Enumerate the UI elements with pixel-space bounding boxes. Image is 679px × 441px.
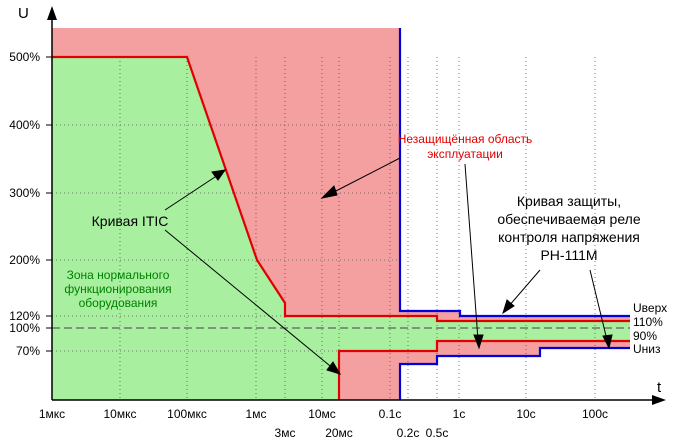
pct-110-label: 110% (633, 315, 663, 329)
x-tick-1мс: 1мс (246, 407, 267, 421)
relay-curve-label-1: Кривая защиты, (517, 193, 621, 209)
arrow-itic-lower (164, 229, 336, 371)
arrow-zone-to-band (464, 163, 479, 341)
arrow-head-itic-upper (211, 169, 227, 181)
x-axis-arrow (652, 395, 666, 405)
x-tick-10мс: 10мс (308, 407, 336, 421)
x-axis-label: t (657, 379, 662, 396)
normal-operation-zone (52, 57, 630, 400)
relay-curve-label-2: обеспечиваемая реле (497, 211, 640, 227)
y-tick-labels: 500% 400% 300% 200% 120%100% 70% (9, 50, 52, 358)
y-tick-70%: 70% (16, 344, 40, 358)
relay-curve-label-4: РН-111М (540, 247, 597, 263)
x-tick-0.1с: 0.1с (379, 407, 402, 421)
u-upper-label: Uверх (633, 301, 667, 315)
arrow-relay-upper (507, 269, 541, 308)
u-lower-label: Uниз (633, 342, 661, 356)
y-tick-500%: 500% (9, 50, 40, 64)
x-tick-extra-0.2с: 0.2с (397, 426, 420, 440)
pct-90-label: 90% (633, 329, 657, 343)
unprotected-zone (52, 28, 630, 400)
relay-curve-label-3: контроля напряжения (498, 229, 640, 245)
itic-upper-curve (52, 55, 630, 323)
normal-zone-label-2: функционирования (64, 282, 171, 296)
y-axis-arrow (47, 6, 57, 20)
y-tick-120%: 120% (9, 309, 40, 323)
normal-zone-label-3: оборудования (79, 296, 158, 310)
itic-curve-label: Кривая ITIC (92, 213, 169, 229)
arrow-head-unprotected (320, 185, 338, 199)
arrow-head-relay-lower (602, 334, 613, 350)
arrow-head-zone-to-band (473, 334, 484, 350)
relay-upper-curve (398, 28, 630, 318)
y-tick-400%: 400% (9, 118, 40, 132)
normal-zone-label-1: Зона нормального (67, 268, 170, 282)
arrow-relay-lower (589, 269, 608, 341)
relay-lower-curve (398, 346, 630, 400)
arrow-itic-upper (164, 174, 219, 211)
x-tick-100мкс: 100мкс (167, 407, 207, 421)
x-tick-extra-3мс: 3мс (275, 426, 296, 440)
x-tick-1мкс: 1мкс (39, 407, 65, 421)
x-tick-labels: 1мкс 10мкс 100мкс 1мс 10мс 0.1с 1с 10с 100с 3мс 20… (39, 407, 608, 440)
annotation-arrows (164, 157, 613, 375)
x-tick-extra-20мс: 20мс (325, 426, 353, 440)
unprotected-zone-label-1: Незащищённая область (398, 132, 533, 146)
itic-lower-curve (337, 339, 630, 400)
x-tick-1с: 1с (453, 407, 466, 421)
y-axis-label: U (18, 5, 29, 22)
arrow-head-itic-lower (326, 361, 342, 375)
y-tick-200%: 200% (9, 253, 40, 267)
y-tick-100%: 100% (9, 321, 40, 335)
x-tick-100с: 100с (582, 407, 608, 421)
x-tick-10с: 10с (516, 407, 535, 421)
y-tick-300%: 300% (9, 186, 40, 200)
x-tick-10мкс: 10мкс (104, 407, 137, 421)
arrow-head-relay-upper (502, 299, 515, 315)
x-tick-extra-0.5с: 0.5с (426, 426, 449, 440)
arrow-unprotected (329, 157, 401, 195)
unprotected-zone-label-2: эксплуатации (427, 147, 503, 161)
